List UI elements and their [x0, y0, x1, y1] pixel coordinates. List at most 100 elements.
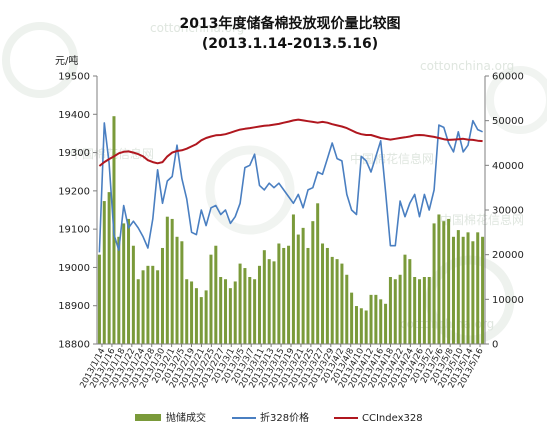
bar — [131, 245, 135, 344]
bar — [204, 290, 208, 344]
bar — [359, 308, 363, 344]
legend-label-bar: 抛储成交 — [166, 411, 206, 424]
bar — [160, 247, 164, 344]
bar — [122, 223, 126, 344]
left-tick-label: 19300 — [58, 148, 90, 159]
bar — [301, 227, 305, 344]
watermark-text: 中国棉花信息网 — [350, 151, 434, 166]
bar — [136, 279, 140, 344]
bar — [316, 203, 320, 344]
bar — [267, 259, 271, 344]
right-tick-label: 20000 — [492, 250, 524, 261]
bar — [233, 281, 237, 344]
bar — [471, 241, 475, 344]
bar — [282, 247, 286, 344]
bar — [340, 263, 344, 344]
bar — [127, 218, 131, 344]
right-tick-label: 30000 — [492, 206, 524, 217]
bar — [398, 274, 402, 344]
price-328-line — [98, 119, 483, 253]
bar — [107, 192, 111, 344]
bar — [374, 294, 378, 344]
bar — [277, 243, 281, 344]
bar — [403, 254, 407, 344]
bar — [102, 201, 106, 344]
left-tick-label: 18800 — [58, 340, 90, 351]
legend-label-price: 折328价格 — [260, 411, 309, 424]
bar — [97, 254, 101, 344]
bar — [422, 277, 426, 344]
watermark-text: cottonchina.org — [420, 59, 514, 73]
bar — [185, 279, 189, 344]
bar — [442, 221, 446, 344]
bar — [156, 270, 160, 344]
bar — [447, 218, 451, 344]
bar — [384, 303, 388, 344]
line-series — [98, 118, 483, 253]
bar — [180, 241, 184, 344]
bar — [219, 277, 223, 344]
bar — [437, 214, 441, 344]
bar — [253, 279, 257, 344]
bar — [306, 247, 310, 344]
bar — [418, 279, 422, 344]
bar — [248, 277, 252, 344]
bar — [456, 230, 460, 344]
legend: 抛储成交 折328价格 CCIndex328 — [135, 411, 423, 424]
watermark-circle — [2, 22, 78, 98]
bar — [238, 263, 242, 344]
chart-title: 2013年度储备棉投放现价量比较图 — [180, 15, 401, 32]
bar — [190, 281, 194, 344]
bar — [350, 292, 354, 344]
watermark-text: cottonchina.org — [150, 21, 244, 35]
watermark-text: 中国棉花信息网 — [440, 212, 524, 227]
bar — [432, 223, 436, 344]
left-tick-label: 18900 — [58, 301, 90, 312]
bar — [345, 274, 349, 344]
bar — [481, 236, 485, 344]
bar — [272, 261, 276, 344]
right-tick-label: 60000 — [492, 72, 524, 83]
left-tick-label: 19100 — [58, 225, 90, 236]
bar — [369, 294, 373, 344]
bar — [393, 279, 397, 344]
bar — [476, 232, 480, 344]
bar — [257, 265, 261, 344]
bar — [151, 265, 155, 344]
legend-label-index: CCIndex328 — [362, 413, 423, 424]
bar — [408, 259, 412, 344]
bar — [175, 236, 179, 344]
left-tick-label: 19200 — [58, 186, 90, 197]
watermark-text: 中国棉花信息网 — [70, 146, 154, 161]
bar — [287, 245, 291, 344]
bar — [224, 279, 228, 344]
right-tick-label: 0 — [492, 340, 498, 351]
bar — [199, 297, 203, 344]
bar — [228, 288, 232, 344]
bar — [146, 265, 150, 344]
bar-series — [97, 116, 485, 344]
watermark-circle — [205, 145, 295, 235]
bar — [141, 270, 145, 344]
ccindex-line — [98, 118, 483, 167]
bar — [354, 306, 358, 344]
bar — [388, 277, 392, 344]
left-axis-unit: 元/吨 — [55, 54, 78, 67]
bar — [262, 250, 266, 344]
left-tick-label: 19400 — [58, 110, 90, 121]
bar — [466, 232, 470, 344]
bar — [194, 288, 198, 344]
right-tick-label: 10000 — [492, 295, 524, 306]
bar — [364, 310, 368, 344]
right-tick-label: 50000 — [492, 116, 524, 127]
bar — [214, 245, 218, 344]
bar — [243, 268, 247, 344]
legend-swatch-bar — [135, 414, 161, 421]
bar — [165, 216, 169, 344]
left-tick-label: 19500 — [58, 72, 90, 83]
bar — [427, 277, 431, 344]
right-tick-label: 40000 — [492, 161, 524, 172]
bar — [296, 234, 300, 344]
